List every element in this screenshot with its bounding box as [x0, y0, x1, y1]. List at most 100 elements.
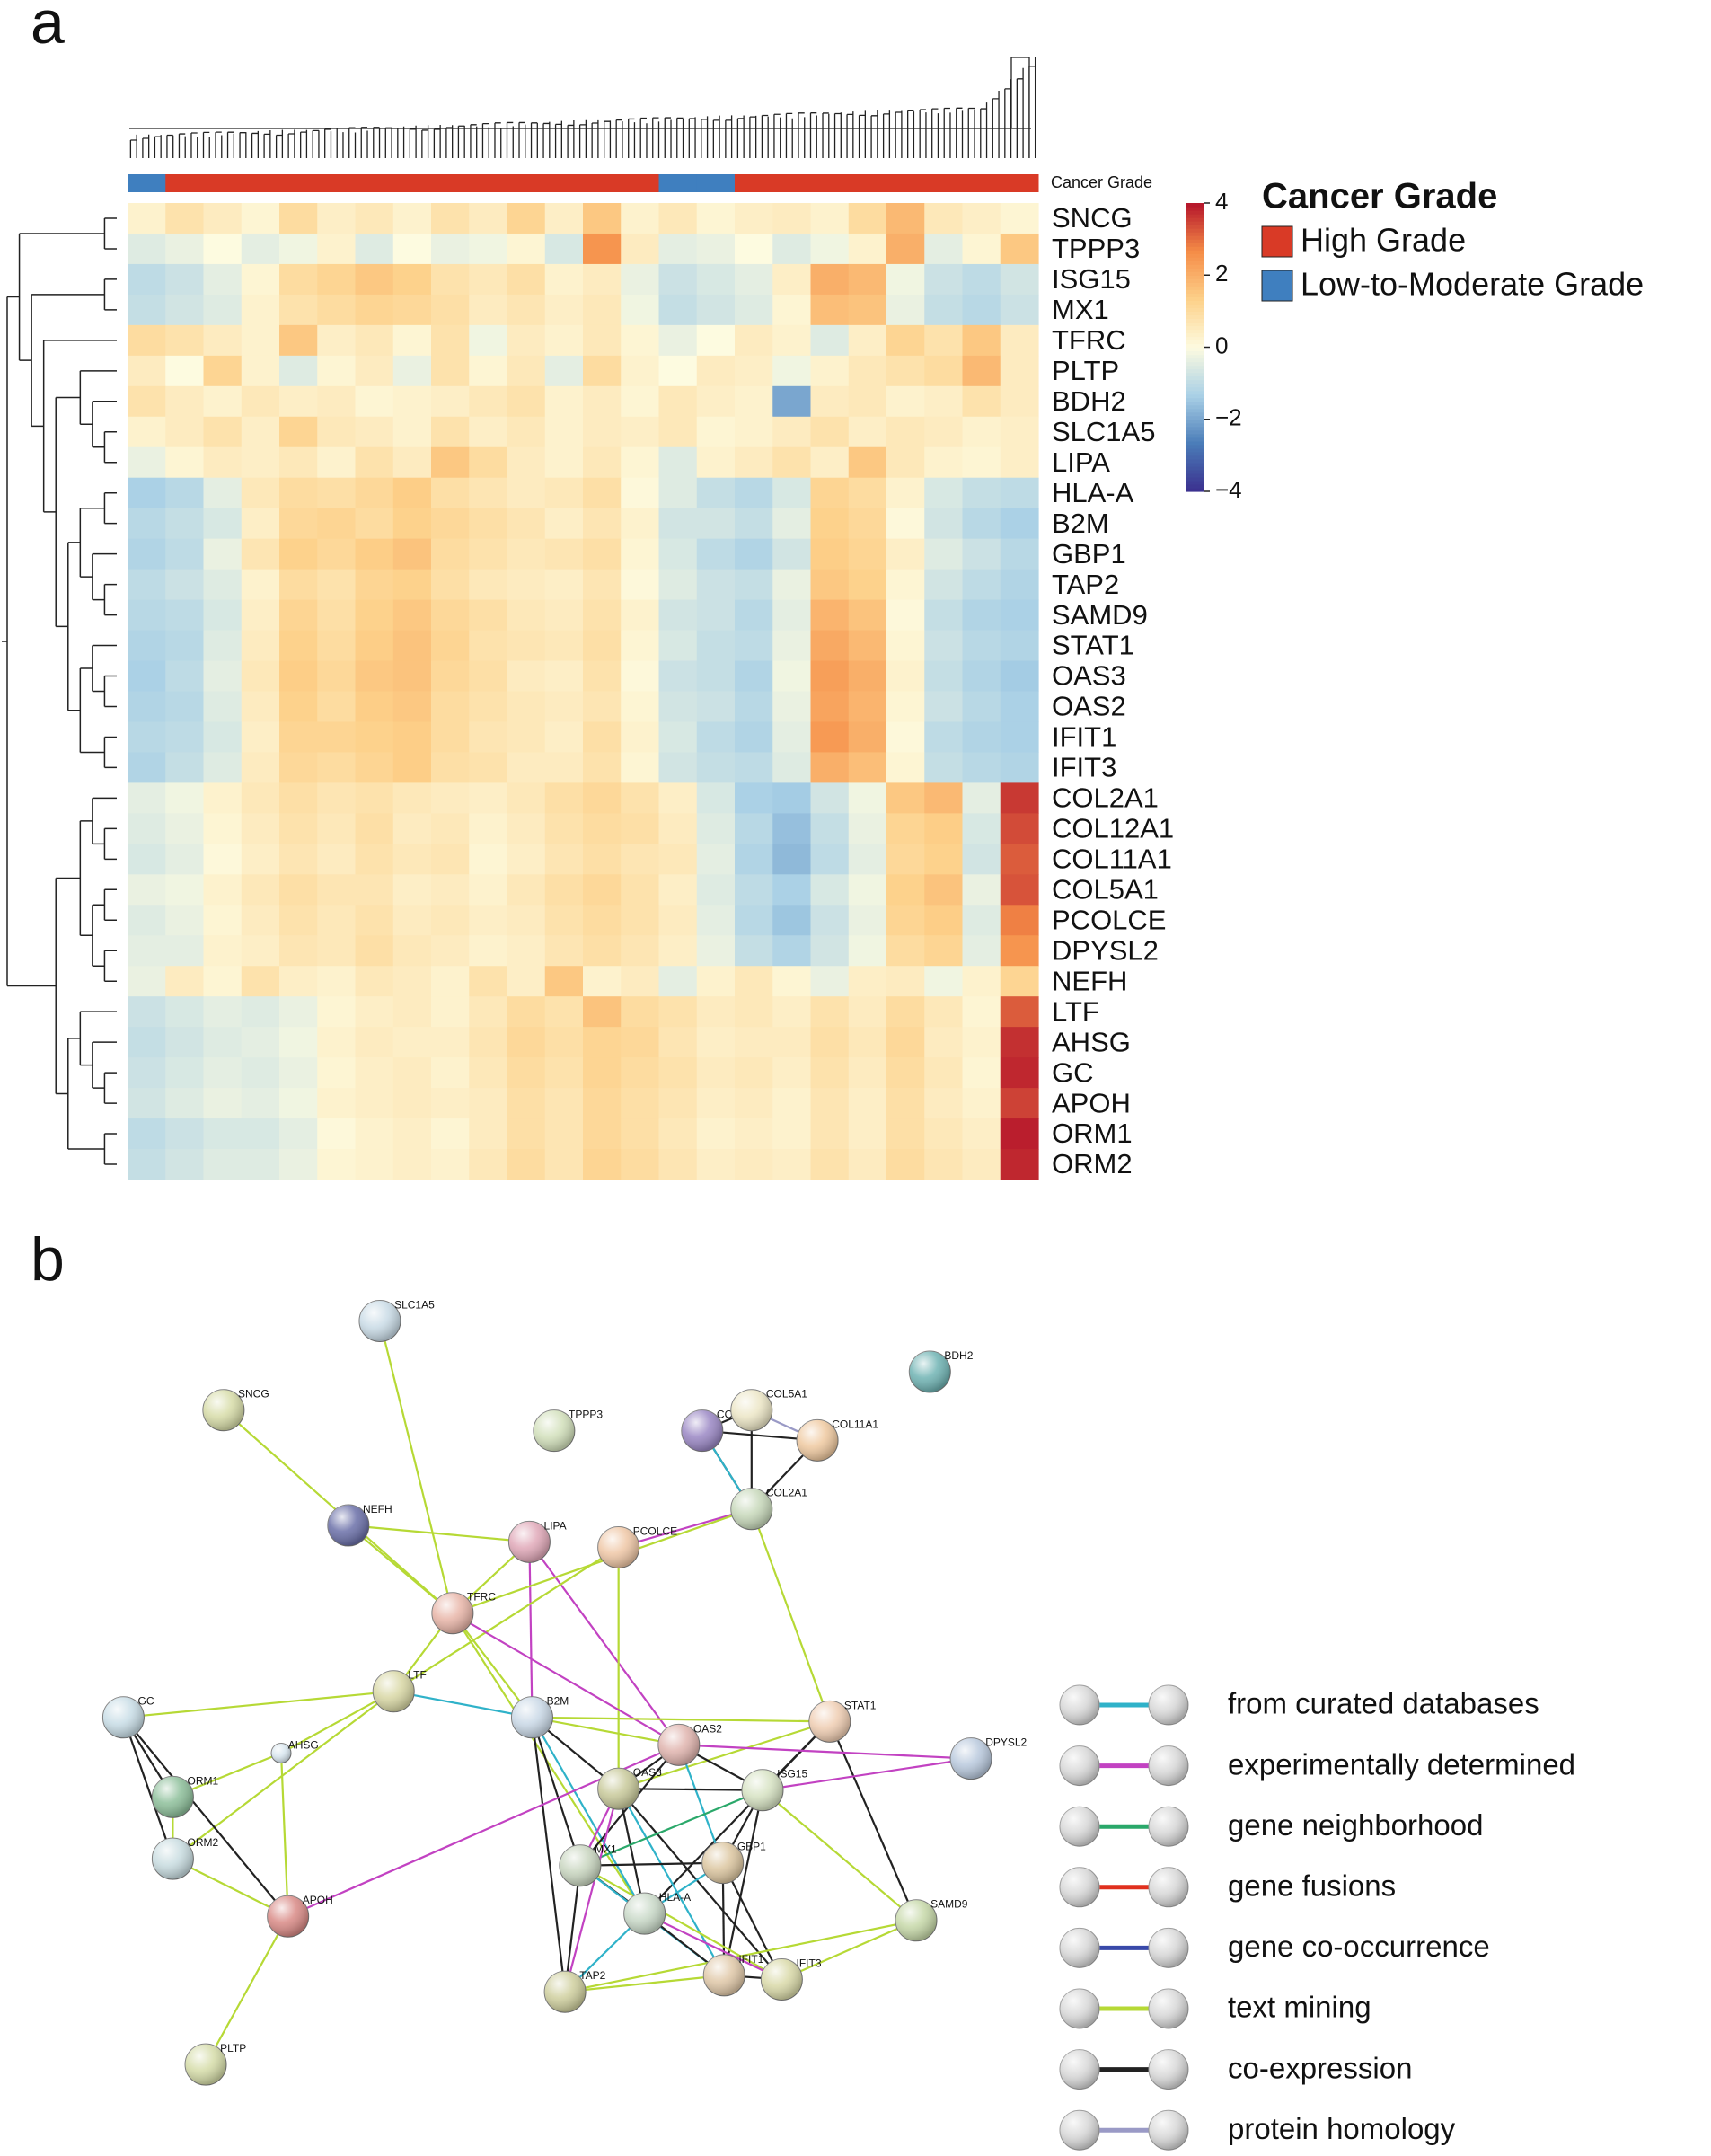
node-label: B2M: [547, 1695, 569, 1708]
heatmap-cell: [241, 1088, 280, 1119]
heatmap-cell: [317, 477, 357, 509]
panel-label: b: [31, 1225, 65, 1294]
heatmap-cell: [621, 203, 660, 234]
heatmap-cell: [544, 905, 584, 936]
heatmap-cell: [279, 385, 318, 418]
colorbar-step: [1186, 325, 1204, 331]
heatmap-cell: [621, 324, 660, 357]
heatmap-cell: [886, 752, 925, 784]
heatmap-cell: [658, 1027, 698, 1058]
heatmap-cell: [848, 966, 887, 997]
colorbar-step: [1186, 210, 1204, 215]
heatmap-cell: [658, 1149, 698, 1180]
heatmap-cell: [848, 1118, 887, 1150]
heatmap-cell: [128, 355, 166, 387]
heatmap-cell: [696, 538, 736, 570]
evidence-label: text mining: [1228, 1991, 1371, 2024]
colorbar-step: [1186, 390, 1204, 395]
heatmap-cell: [469, 660, 508, 693]
heatmap-cell: [128, 416, 166, 448]
heatmap-cell: [658, 874, 698, 906]
row-label: TPPP3: [1052, 233, 1140, 264]
row-label: AHSG: [1052, 1026, 1131, 1057]
heatmap-cell: [469, 1027, 508, 1058]
heatmap-cell: [810, 538, 850, 570]
network-edge: [348, 1524, 530, 1543]
heatmap-cell: [735, 966, 773, 997]
heatmap-cell: [962, 966, 1001, 997]
heatmap-cell: [658, 416, 698, 448]
ball-shine: [1060, 1807, 1099, 1847]
node-shine: [358, 1300, 401, 1342]
heatmap-cell: [658, 446, 698, 479]
heatmap-cell: [583, 569, 622, 601]
network-edge: [528, 1541, 680, 1745]
colorbar-step: [1186, 289, 1204, 294]
annotation-cell: [621, 174, 659, 192]
row-label: ISG15: [1052, 263, 1131, 295]
heatmap-cell: [924, 1027, 964, 1058]
colorbar-tick-label: 2: [1215, 260, 1228, 287]
annotation-cell: [469, 174, 507, 192]
node-label: NEFH: [363, 1503, 392, 1515]
heatmap-cell: [924, 477, 964, 509]
heatmap-cell: [735, 874, 773, 906]
ball-shine: [1060, 1928, 1099, 1968]
heatmap-cell: [772, 1088, 812, 1119]
ball-shine: [1060, 1867, 1099, 1907]
heatmap-cell: [355, 203, 394, 234]
heatmap-cell: [735, 294, 773, 326]
heatmap-cell: [507, 752, 546, 784]
heatmap-cell: [392, 1057, 432, 1089]
heatmap-cell: [128, 294, 166, 326]
heatmap-cell: [431, 569, 470, 601]
heatmap-cell: [886, 1027, 925, 1058]
heatmap-cell: [431, 324, 470, 357]
heatmap-cell: [962, 691, 1001, 723]
node-label: COL11A1: [832, 1418, 878, 1430]
heatmap-cell: [886, 874, 925, 906]
heatmap-cell: [735, 1057, 773, 1089]
heatmap-cell: [241, 416, 280, 448]
heatmap-cell: [1000, 538, 1039, 570]
network-edge: [618, 1788, 763, 1791]
heatmap-cell: [772, 782, 812, 814]
network-edge: [279, 1753, 289, 1917]
heatmap-cell: [165, 721, 205, 754]
annotation-cell: [810, 174, 850, 192]
row-label: NEFH: [1052, 965, 1127, 996]
row-label: GC: [1052, 1056, 1094, 1088]
heatmap-cell: [735, 385, 773, 418]
heatmap-cell: [583, 599, 622, 632]
heatmap-cell: [544, 263, 584, 296]
heatmap-cell: [355, 1027, 394, 1058]
heatmap-cell: [128, 203, 166, 234]
node-label: TFRC: [467, 1591, 496, 1604]
heatmap-cell: [317, 263, 357, 296]
heatmap-cell: [431, 508, 470, 540]
colorbar-step: [1186, 307, 1204, 312]
ball-shine: [1060, 1685, 1099, 1725]
heatmap-cell: [924, 203, 964, 234]
heatmap-cell: [658, 538, 698, 570]
heatmap-cell: [279, 660, 318, 693]
heatmap-cell: [392, 203, 432, 234]
node-shine: [202, 1389, 244, 1431]
heatmap-cell: [696, 599, 736, 632]
heatmap-cell: [810, 1057, 850, 1089]
heatmap-cell: [203, 874, 243, 906]
heatmap-cell: [128, 691, 166, 723]
heatmap-cell: [241, 1057, 280, 1089]
heatmap-cell: [621, 294, 660, 326]
heatmap-cell: [696, 905, 736, 936]
heatmap-cell: [469, 1149, 508, 1180]
heatmap-cell: [658, 508, 698, 540]
annotation-cell: [544, 174, 584, 192]
heatmap-cell: [279, 324, 318, 357]
heatmap-cell: [848, 324, 887, 357]
heatmap-cell: [962, 905, 1001, 936]
heatmap-cell: [924, 996, 964, 1028]
heatmap-cell: [279, 691, 318, 723]
node-shine: [623, 1893, 666, 1935]
